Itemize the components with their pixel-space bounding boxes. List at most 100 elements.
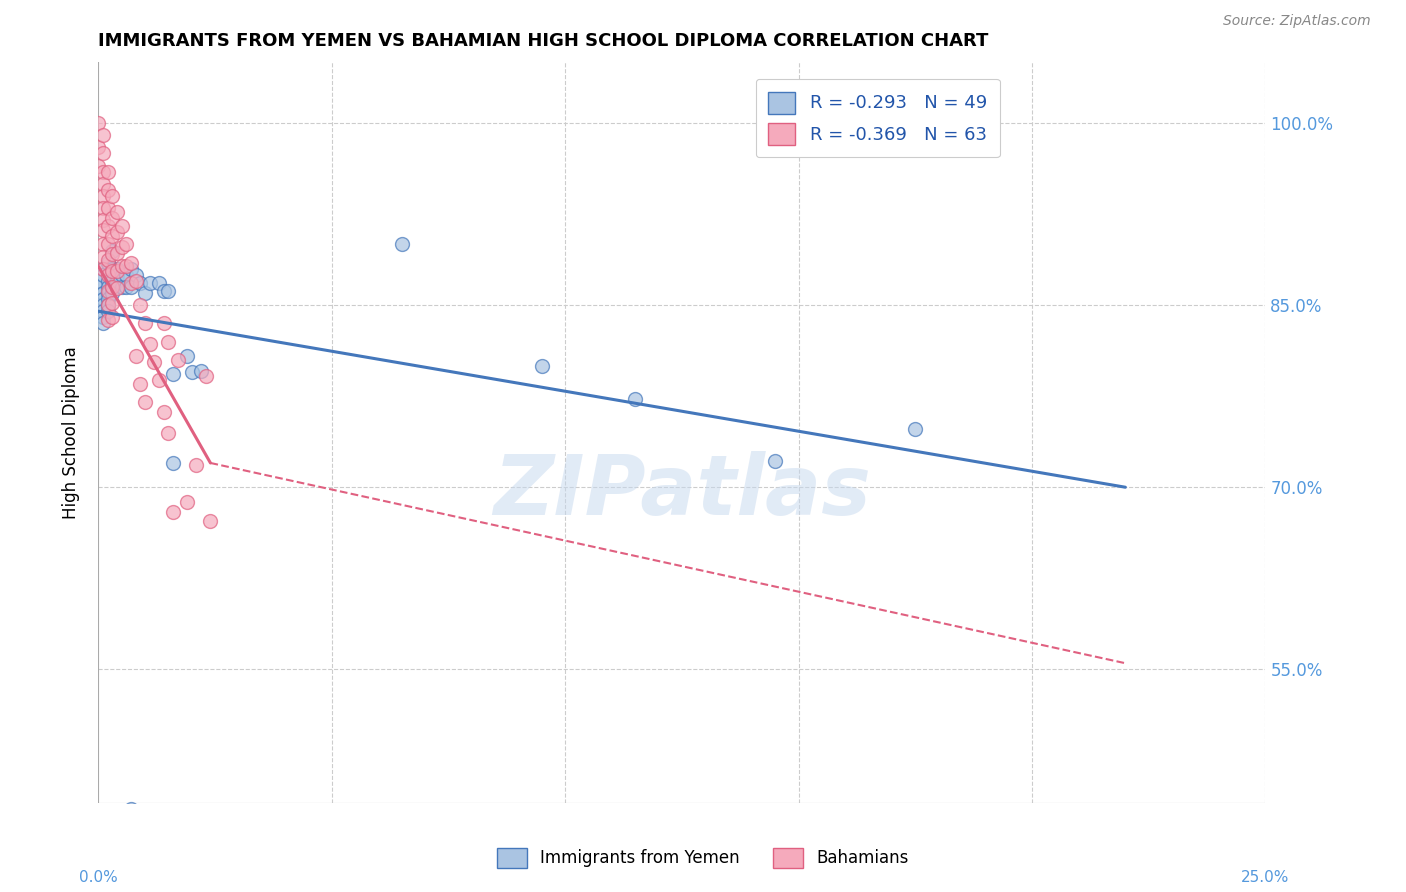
Point — [87, 280, 110, 294]
Point — [91, 189, 114, 203]
Point — [129, 298, 152, 312]
Point — [101, 286, 124, 301]
Point — [91, 201, 114, 215]
Legend: Immigrants from Yemen, Bahamians: Immigrants from Yemen, Bahamians — [491, 841, 915, 875]
Point — [97, 312, 120, 326]
Point — [162, 504, 184, 518]
Point — [87, 140, 110, 154]
Point — [87, 159, 110, 173]
Point — [148, 373, 170, 387]
Text: ZIPatlas: ZIPatlas — [494, 451, 870, 533]
Point — [97, 280, 120, 294]
Point — [91, 213, 114, 227]
Point — [152, 284, 174, 298]
Point — [91, 177, 114, 191]
Point — [129, 377, 152, 392]
Point — [194, 368, 217, 383]
Point — [139, 337, 162, 351]
Point — [176, 495, 198, 509]
Point — [97, 274, 120, 288]
Point — [186, 458, 208, 473]
Point — [530, 359, 553, 373]
Point — [120, 802, 142, 816]
Point — [105, 274, 128, 288]
Point — [105, 264, 128, 278]
Point — [91, 298, 114, 312]
Point — [97, 237, 120, 252]
Point — [97, 292, 120, 306]
Point — [101, 264, 124, 278]
Text: Source: ZipAtlas.com: Source: ZipAtlas.com — [1223, 14, 1371, 28]
Text: 0.0%: 0.0% — [79, 870, 118, 885]
Point — [91, 237, 114, 252]
Point — [101, 280, 124, 294]
Point — [120, 280, 142, 294]
Point — [111, 260, 134, 274]
Point — [101, 280, 124, 294]
Point — [115, 280, 138, 294]
Point — [97, 298, 120, 312]
Point — [125, 274, 148, 288]
Point — [97, 284, 120, 298]
Point — [91, 146, 114, 161]
Point — [115, 260, 138, 274]
Point — [97, 164, 120, 178]
Point — [105, 268, 128, 282]
Point — [904, 422, 927, 436]
Point — [166, 352, 188, 367]
Point — [101, 274, 124, 288]
Point — [105, 281, 128, 295]
Point — [97, 183, 120, 197]
Point — [176, 349, 198, 363]
Point — [101, 211, 124, 225]
Point — [91, 128, 114, 143]
Point — [91, 317, 114, 331]
Point — [97, 286, 120, 301]
Point — [190, 364, 212, 378]
Point — [157, 284, 180, 298]
Point — [105, 246, 128, 260]
Point — [97, 304, 120, 318]
Point — [97, 201, 120, 215]
Point — [101, 310, 124, 325]
Point — [152, 317, 174, 331]
Point — [97, 298, 120, 312]
Point — [120, 261, 142, 276]
Point — [91, 164, 114, 178]
Point — [125, 349, 148, 363]
Point — [120, 277, 142, 291]
Point — [91, 304, 114, 318]
Point — [101, 244, 124, 258]
Point — [157, 334, 180, 349]
Point — [101, 229, 124, 244]
Point — [143, 355, 166, 369]
Text: 25.0%: 25.0% — [1241, 870, 1289, 885]
Point — [139, 277, 162, 291]
Point — [134, 395, 156, 409]
Point — [129, 277, 152, 291]
Point — [91, 250, 114, 264]
Point — [115, 237, 138, 252]
Point — [91, 310, 114, 325]
Point — [91, 292, 114, 306]
Point — [624, 392, 647, 406]
Point — [134, 317, 156, 331]
Point — [111, 219, 134, 234]
Point — [111, 280, 134, 294]
Point — [101, 247, 124, 261]
Point — [101, 295, 124, 310]
Point — [97, 219, 120, 234]
Point — [87, 274, 110, 288]
Text: IMMIGRANTS FROM YEMEN VS BAHAMIAN HIGH SCHOOL DIPLOMA CORRELATION CHART: IMMIGRANTS FROM YEMEN VS BAHAMIAN HIGH S… — [98, 32, 988, 50]
Point — [162, 456, 184, 470]
Point — [91, 268, 114, 282]
Point — [111, 268, 134, 282]
Point — [152, 405, 174, 419]
Point — [101, 189, 124, 203]
Point — [148, 277, 170, 291]
Point — [125, 268, 148, 282]
Point — [115, 268, 138, 282]
Point — [162, 368, 184, 382]
Point — [200, 514, 222, 528]
Point — [763, 453, 786, 467]
